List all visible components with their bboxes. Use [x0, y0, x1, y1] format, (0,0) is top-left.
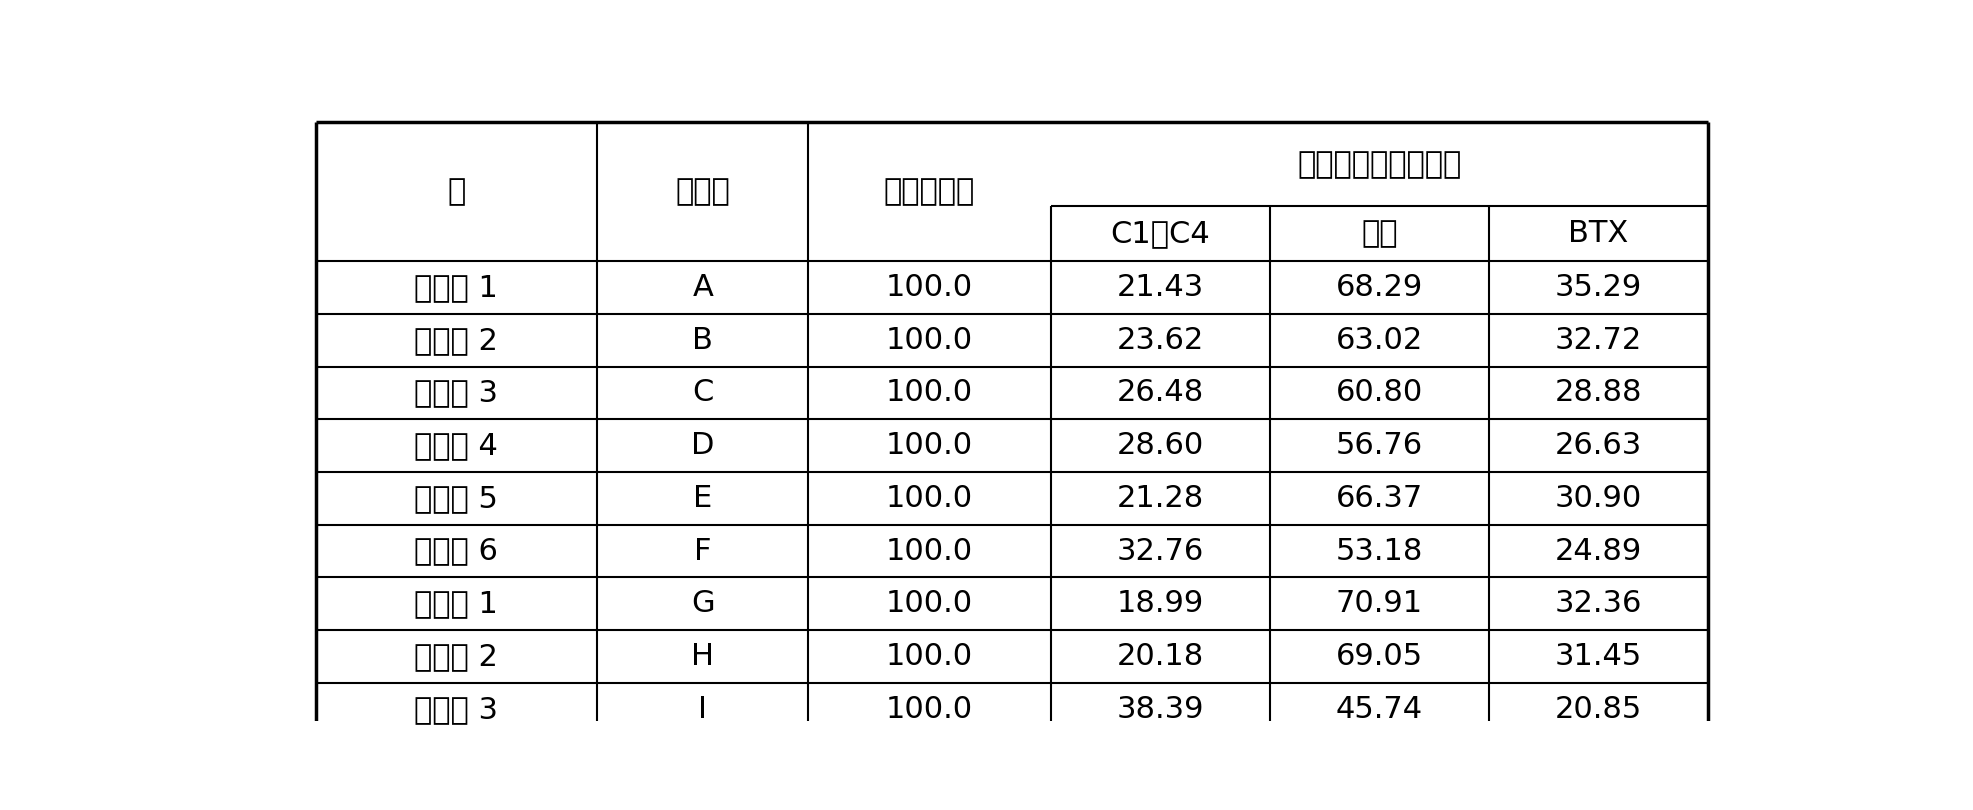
Text: 18.99: 18.99: [1117, 590, 1204, 618]
Text: H: H: [691, 642, 714, 671]
Text: 38.39: 38.39: [1117, 695, 1204, 723]
Text: 催化剂: 催化剂: [675, 177, 730, 207]
Text: 比较例 1: 比较例 1: [414, 590, 497, 618]
Text: 66.37: 66.37: [1336, 484, 1423, 513]
Text: 45.74: 45.74: [1336, 695, 1423, 723]
Text: BTX: BTX: [1567, 220, 1628, 249]
Text: 例: 例: [448, 177, 466, 207]
Text: 28.88: 28.88: [1553, 378, 1642, 407]
Text: F: F: [694, 536, 710, 565]
Text: A: A: [693, 273, 712, 302]
Text: 31.45: 31.45: [1555, 642, 1642, 671]
Text: G: G: [691, 590, 714, 618]
Text: 比较例 2: 比较例 2: [414, 642, 497, 671]
Text: 实施例 1: 实施例 1: [414, 273, 497, 302]
Text: 28.60: 28.60: [1117, 431, 1204, 460]
Text: 实施例 3: 实施例 3: [414, 378, 497, 407]
Text: 碳氢化合物产品组成: 碳氢化合物产品组成: [1296, 150, 1460, 179]
Text: 53.18: 53.18: [1336, 536, 1423, 565]
Text: 21.43: 21.43: [1117, 273, 1204, 302]
Text: 实施例 4: 实施例 4: [414, 431, 497, 460]
Text: 比较例 3: 比较例 3: [414, 695, 497, 723]
Text: 60.80: 60.80: [1336, 378, 1423, 407]
Text: 20.18: 20.18: [1117, 642, 1204, 671]
Text: 21.28: 21.28: [1117, 484, 1204, 513]
Text: 69.05: 69.05: [1336, 642, 1423, 671]
Text: 100.0: 100.0: [886, 273, 973, 302]
Text: 实施例 5: 实施例 5: [414, 484, 497, 513]
Text: 56.76: 56.76: [1336, 431, 1423, 460]
Text: 32.72: 32.72: [1555, 326, 1642, 355]
Text: 100.0: 100.0: [886, 642, 973, 671]
Text: 100.0: 100.0: [886, 695, 973, 723]
Text: 23.62: 23.62: [1117, 326, 1204, 355]
Text: 68.29: 68.29: [1336, 273, 1423, 302]
Text: 24.89: 24.89: [1555, 536, 1642, 565]
Text: 100.0: 100.0: [886, 378, 973, 407]
Text: 26.48: 26.48: [1117, 378, 1204, 407]
Text: 100.0: 100.0: [886, 536, 973, 565]
Text: 100.0: 100.0: [886, 484, 973, 513]
Text: 32.76: 32.76: [1117, 536, 1204, 565]
Text: 70.91: 70.91: [1336, 590, 1423, 618]
Text: 100.0: 100.0: [886, 326, 973, 355]
Text: 35.29: 35.29: [1555, 273, 1642, 302]
Text: 实施例 6: 实施例 6: [414, 536, 497, 565]
Text: 32.36: 32.36: [1555, 590, 1642, 618]
Text: B: B: [693, 326, 712, 355]
Text: 甲醇转化率: 甲醇转化率: [884, 177, 975, 207]
Text: I: I: [698, 695, 706, 723]
Text: 实施例 2: 实施例 2: [414, 326, 497, 355]
Text: 20.85: 20.85: [1555, 695, 1642, 723]
Text: 63.02: 63.02: [1336, 326, 1423, 355]
Text: 30.90: 30.90: [1555, 484, 1642, 513]
Text: E: E: [693, 484, 712, 513]
Text: C: C: [693, 378, 712, 407]
Text: D: D: [691, 431, 714, 460]
Text: 100.0: 100.0: [886, 590, 973, 618]
Text: 100.0: 100.0: [886, 431, 973, 460]
Text: 芳烃: 芳烃: [1359, 220, 1397, 249]
Text: C1～C4: C1～C4: [1111, 220, 1209, 249]
Text: 26.63: 26.63: [1555, 431, 1642, 460]
